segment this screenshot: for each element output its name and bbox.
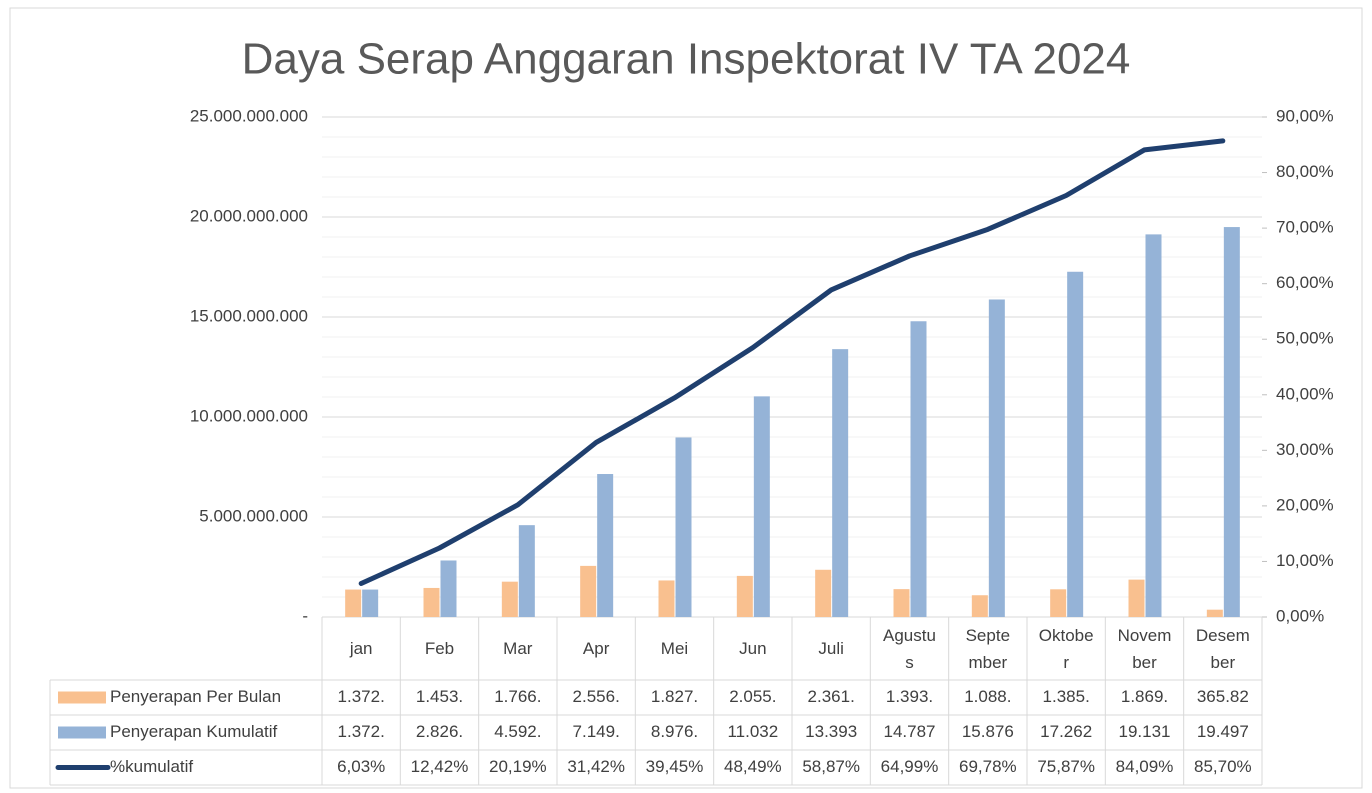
y2-tick-label: 0,00%	[1276, 606, 1324, 625]
bar	[910, 321, 927, 617]
legend-swatch	[58, 691, 106, 704]
bar	[518, 525, 535, 617]
table-value: 1.372.	[338, 687, 385, 706]
table-value: 75,87%	[1037, 757, 1095, 776]
line	[358, 138, 1226, 586]
table-value: 19.131	[1119, 722, 1171, 741]
bar	[440, 560, 457, 617]
legend-label: %kumulatif	[110, 757, 193, 776]
y2-tick-label: 10,00%	[1276, 551, 1334, 570]
table-value: 1.827.	[651, 687, 698, 706]
table-value: 1.372.	[338, 722, 385, 741]
table-value: 11.032	[727, 722, 778, 741]
table-value: 4.592.	[494, 722, 541, 741]
table-value: 64,99%	[881, 757, 939, 776]
bar	[971, 595, 988, 617]
bar	[423, 587, 440, 617]
table-value: 1.393.	[886, 687, 933, 706]
table-value: 12,42%	[411, 757, 469, 776]
table-value: 2.055.	[729, 687, 776, 706]
bar	[501, 581, 518, 617]
y2-tick-label: 30,00%	[1276, 440, 1334, 459]
y-tick-label: 10.000.000.000	[190, 406, 308, 425]
chart-title: Daya Serap Anggaran Inspektorat IV TA 20…	[242, 35, 1131, 84]
bar	[832, 349, 849, 617]
table-value: 14.787	[884, 722, 936, 741]
y-tick-label: 20.000.000.000	[190, 206, 308, 225]
table-value: 2.826.	[416, 722, 463, 741]
bar	[362, 589, 379, 617]
x-tick-label: November	[1117, 625, 1172, 672]
x-tick-label: Mei	[660, 639, 689, 658]
bar	[1067, 271, 1084, 617]
table-value: 1.869.	[1121, 687, 1168, 706]
table-value: 1.766.	[494, 687, 541, 706]
bar	[658, 580, 675, 617]
table-value: 2.361.	[808, 687, 855, 706]
x-tick-label: jan	[349, 639, 373, 658]
table-value: 31,42%	[567, 757, 625, 776]
legend-label: Penyerapan Per Bulan	[110, 687, 281, 706]
table-value: 13.393	[805, 722, 857, 741]
bar	[1128, 579, 1145, 617]
table-value: 48,49%	[724, 757, 782, 776]
bar	[893, 589, 910, 617]
y2-tick-label: 80,00%	[1276, 162, 1334, 181]
bar	[736, 575, 753, 617]
table-value: 6,03%	[337, 757, 385, 776]
y2-tick-label: 60,00%	[1276, 273, 1334, 292]
bar	[988, 299, 1005, 617]
table-value: 17.262	[1040, 722, 1092, 741]
bar	[597, 474, 614, 617]
y-tick-label: -	[302, 606, 308, 625]
table-value: 84,09%	[1116, 757, 1174, 776]
table-value: 15.876	[962, 722, 1014, 741]
y-tick-label: 5.000.000.000	[199, 506, 308, 525]
bar	[580, 565, 597, 617]
legend-swatch	[58, 726, 106, 739]
x-tick-label: Feb	[424, 639, 455, 658]
table-value: 69,78%	[959, 757, 1017, 776]
table-value: 2.556.	[573, 687, 620, 706]
table-value: 1.385.	[1043, 687, 1090, 706]
chart-border	[9, 7, 1363, 789]
table-value: 8.976.	[651, 722, 698, 741]
y2-tick-label: 40,00%	[1276, 384, 1334, 403]
table-value: 39,45%	[646, 757, 704, 776]
table-value: 85,70%	[1194, 757, 1252, 776]
y2-tick-label: 90,00%	[1276, 106, 1334, 125]
bar	[753, 396, 770, 617]
table-value: 20,19%	[489, 757, 547, 776]
x-tick-label: Oktober	[1038, 625, 1094, 672]
x-tick-label: Jun	[739, 639, 767, 658]
table-value: 1.453.	[416, 687, 463, 706]
bar	[1206, 609, 1223, 617]
bar	[1223, 227, 1240, 617]
x-tick-label: Mar	[503, 639, 533, 658]
bar	[345, 589, 362, 617]
legend-label: Penyerapan Kumulatif	[110, 722, 278, 741]
table-value: 58,87%	[802, 757, 860, 776]
bar	[1050, 589, 1067, 617]
x-tick-label: Juli	[818, 639, 844, 658]
y-tick-label: 15.000.000.000	[190, 306, 308, 325]
y2-tick-label: 70,00%	[1276, 218, 1334, 237]
table-value: 365.82	[1197, 687, 1249, 706]
y-tick-label: 25.000.000.000	[190, 106, 308, 125]
x-tick-label: Agustus	[883, 625, 936, 672]
bar	[1145, 234, 1162, 617]
table-value: 19.497	[1197, 722, 1249, 741]
y2-tick-label: 20,00%	[1276, 495, 1334, 514]
table-value: 7.149.	[573, 722, 620, 741]
y2-tick-label: 50,00%	[1276, 329, 1334, 348]
x-tick-label: September	[965, 625, 1011, 672]
table-value: 1.088.	[964, 687, 1011, 706]
bar	[815, 569, 832, 617]
x-tick-label: Apr	[582, 639, 610, 658]
bar	[675, 437, 692, 617]
x-tick-label: Desember	[1195, 625, 1250, 672]
